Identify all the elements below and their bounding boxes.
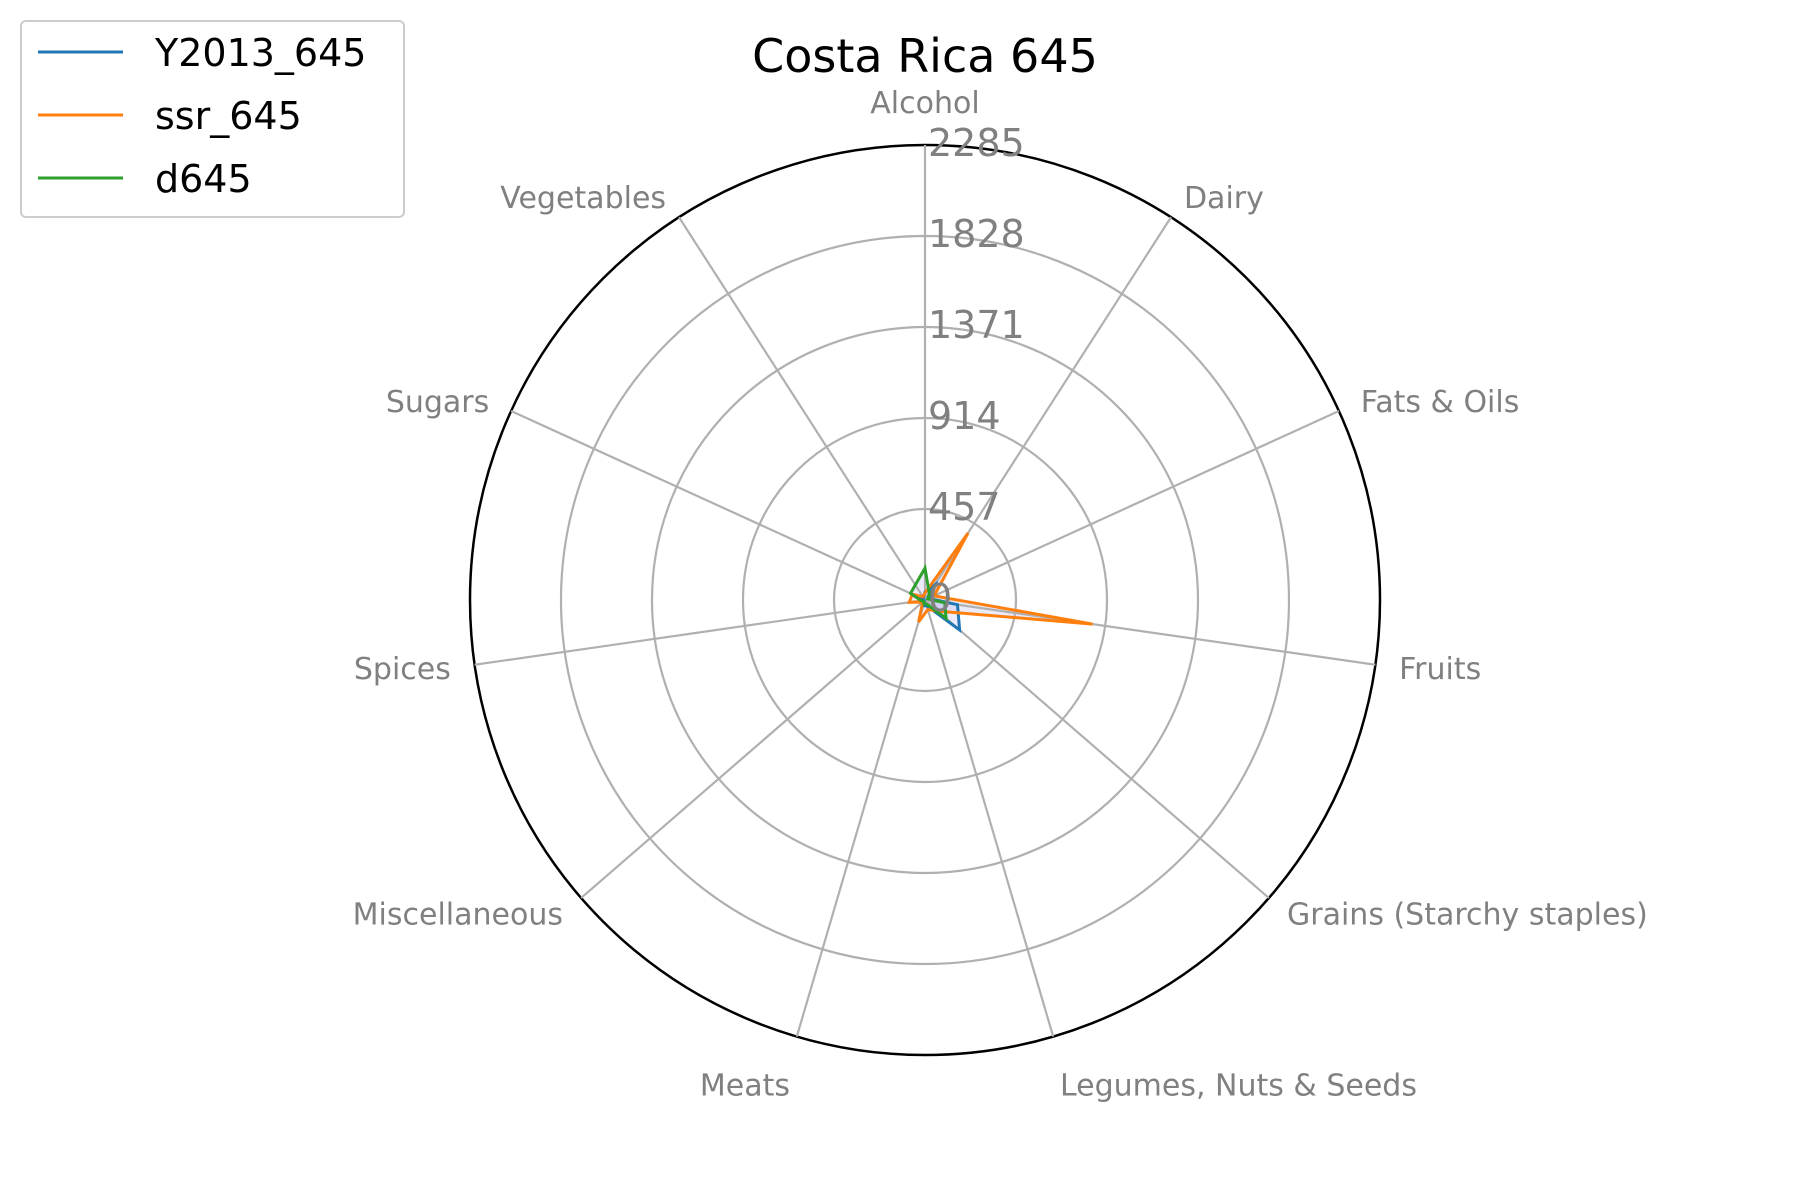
legend-label-y2013: Y2013_645: [154, 31, 366, 75]
category-label-fats-oils: Fats & Oils: [1361, 385, 1520, 420]
category-label-meats: Meats: [700, 1069, 790, 1104]
spoke-miscellaneous: [580, 599, 926, 899]
category-label-sugars: Sugars: [386, 385, 489, 420]
spoke-grains-starchy-staples: [924, 599, 1270, 899]
legend-label-d645: d645: [155, 157, 252, 201]
legend: Y2013_645 ssr_645 d645: [20, 20, 405, 218]
spoke-legumes-nuts-seeds: [923, 599, 1055, 1037]
spoke-fruits: [924, 598, 1376, 666]
spoke-spices: [474, 598, 926, 666]
label-layer: Alcohol Dairy Fats & Oils Fruits Grains (Sta…: [353, 86, 1648, 1104]
category-label-legumes-nuts-seeds: Legumes, Nuts & Seeds: [1060, 1069, 1417, 1104]
category-label-vegetables: Vegetables: [500, 181, 666, 216]
category-label-fruits: Fruits: [1399, 652, 1481, 687]
r-tick-label: 1828: [928, 212, 1025, 256]
r-tick-label: 2285: [928, 121, 1025, 165]
spoke-sugars: [510, 409, 926, 602]
category-label-grains-starchy-staples: Grains (Starchy staples): [1287, 898, 1648, 933]
category-label-dairy: Dairy: [1184, 181, 1264, 216]
series-line-d645: [908, 563, 948, 622]
tick-layer: 0 457 914 1371 1828 2285: [928, 121, 1025, 620]
series-layer: [907, 532, 1093, 634]
category-label-spices: Spices: [354, 652, 451, 687]
r-tick-label: 0: [928, 576, 952, 620]
chart-title: Costa Rica 645: [752, 29, 1098, 83]
r-tick-label: 914: [928, 394, 1001, 438]
grid-layer: [468, 143, 1382, 1057]
category-label-miscellaneous: Miscellaneous: [353, 898, 563, 933]
spoke-fats-oils: [924, 409, 1340, 602]
spoke-meats: [795, 599, 927, 1037]
category-label-alcohol: Alcohol: [870, 86, 979, 121]
legend-box: [20, 20, 405, 218]
r-tick-label: 1371: [928, 303, 1025, 347]
spoke-vegetables: [678, 216, 926, 601]
legend-label-ssr: ssr_645: [155, 94, 302, 138]
r-tick-label: 457: [928, 485, 1001, 529]
